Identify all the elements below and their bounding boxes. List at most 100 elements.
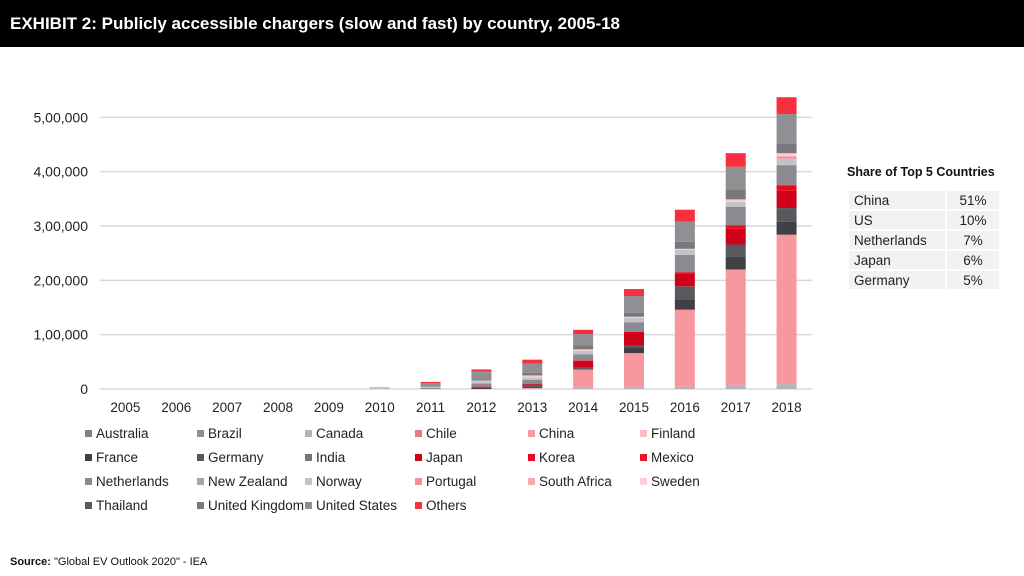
legend-item: France bbox=[85, 450, 138, 465]
bar-segment-others-2013 bbox=[522, 359, 543, 364]
x-tick-label: 2017 bbox=[721, 400, 751, 415]
bar-segment-netherlands-2017 bbox=[725, 206, 746, 226]
bar-segment-france-2013 bbox=[522, 386, 543, 388]
x-tick-label: 2018 bbox=[772, 400, 802, 415]
country-cell: Japan bbox=[847, 249, 947, 271]
table-row: Netherlands 7% bbox=[847, 229, 1001, 251]
bar-segment-japan-2015 bbox=[624, 332, 644, 345]
y-tick-label: 0 bbox=[80, 381, 88, 397]
bar-segment-germany-2012 bbox=[471, 386, 492, 388]
legend-item: Sweden bbox=[640, 474, 700, 489]
bar-segment-netherlands-2016 bbox=[674, 254, 695, 273]
bar-segment-netherlands-2012 bbox=[471, 383, 492, 387]
legend-swatch bbox=[640, 430, 647, 437]
bar-segment-france-2015 bbox=[624, 347, 644, 354]
legend-swatch bbox=[415, 478, 422, 485]
bar-segment-united-kingdom-2016 bbox=[674, 241, 695, 249]
bar-segment-france-2016 bbox=[674, 299, 695, 310]
legend-swatch bbox=[305, 430, 312, 437]
x-tick-label: 2005 bbox=[110, 400, 140, 415]
bar-segment-france-2018 bbox=[776, 221, 797, 235]
bar-segment-korea-2016 bbox=[674, 272, 695, 274]
bar-segment-united-states-2017 bbox=[725, 166, 746, 190]
legend-label: United States bbox=[316, 498, 398, 513]
bar-segment-others-2017 bbox=[725, 153, 746, 167]
legend-swatch bbox=[305, 478, 312, 485]
table-row: Germany 5% bbox=[847, 269, 1001, 291]
bar-segment-norway-2012 bbox=[471, 381, 492, 384]
bar-segment-netherlands-2014 bbox=[573, 354, 594, 361]
bar-segment-japan-2012 bbox=[471, 386, 492, 387]
legend-item: New Zealand bbox=[197, 474, 288, 489]
share-cell: 6% bbox=[945, 249, 1001, 271]
legend-label: Germany bbox=[208, 450, 264, 465]
bar-segment-germany-2013 bbox=[522, 385, 543, 387]
bar-segment-japan-2013 bbox=[522, 384, 543, 386]
bar-segment-united-kingdom-2017 bbox=[725, 189, 746, 200]
x-tick-label: 2016 bbox=[670, 400, 700, 415]
legend-label: South Africa bbox=[539, 474, 612, 489]
bar-segment-japan-2016 bbox=[674, 273, 695, 287]
bar-segment-canada-2013 bbox=[522, 388, 543, 389]
legend-item: Portugal bbox=[415, 474, 476, 489]
legend-swatch bbox=[85, 478, 92, 485]
bar-segment-canada-2015 bbox=[624, 387, 644, 389]
legend-swatch bbox=[528, 430, 535, 437]
x-tick-label: 2007 bbox=[212, 400, 242, 415]
bar-segment-others-2016 bbox=[674, 209, 695, 222]
x-tick-label: 2014 bbox=[568, 400, 599, 415]
bar-segment-sweden-2013 bbox=[522, 375, 543, 378]
bar-segment-united-states-2015 bbox=[624, 296, 644, 313]
legend-swatch bbox=[528, 454, 535, 461]
bar-segment-china-2016 bbox=[674, 309, 695, 387]
legend-item: Chile bbox=[415, 426, 457, 441]
legend-item: Norway bbox=[305, 474, 362, 489]
bar-segment-united-kingdom-2013 bbox=[522, 372, 543, 376]
legend-label: Others bbox=[426, 498, 467, 513]
x-tick-label: 2008 bbox=[263, 400, 293, 415]
legend-item: Netherlands bbox=[85, 474, 169, 489]
bar-segment-norway-2017 bbox=[725, 202, 746, 207]
share-cell: 51% bbox=[945, 189, 1001, 211]
legend-item: Korea bbox=[528, 450, 575, 465]
bar-segment-united-states-2016 bbox=[674, 221, 695, 242]
y-tick-label: 4,00,000 bbox=[34, 164, 89, 180]
legend-item: Germany bbox=[197, 450, 264, 465]
legend-label: Sweden bbox=[651, 474, 700, 489]
bar-segment-netherlands-2015 bbox=[624, 322, 644, 332]
bar-segment-canada-2016 bbox=[674, 386, 695, 389]
legend-item: Canada bbox=[305, 426, 363, 441]
bar-segment-canada-2018 bbox=[776, 384, 797, 389]
bar-segment-united-states-2014 bbox=[573, 334, 594, 346]
share-cell: 10% bbox=[945, 209, 1001, 231]
x-tick-label: 2015 bbox=[619, 400, 649, 415]
legend-label: France bbox=[96, 450, 139, 465]
legend-label: China bbox=[539, 426, 575, 441]
bar-segment-norway-2010 bbox=[369, 387, 390, 389]
bar-segment-sweden-2015 bbox=[624, 316, 644, 318]
legend-swatch bbox=[305, 454, 312, 461]
bar-segment-china-2015 bbox=[624, 353, 644, 388]
x-tick-label: 2013 bbox=[517, 400, 547, 415]
bar-segment-united-states-2012 bbox=[471, 371, 492, 381]
legend-label: Japan bbox=[426, 450, 463, 465]
x-tick-label: 2012 bbox=[466, 400, 496, 415]
y-tick-label: 2,00,000 bbox=[34, 272, 89, 288]
legend-swatch bbox=[640, 454, 647, 461]
legend-item: United States bbox=[305, 498, 397, 513]
bar-segment-korea-2017 bbox=[725, 225, 746, 229]
bar-segment-norway-2014 bbox=[573, 350, 594, 355]
legend-item: Brazil bbox=[197, 426, 242, 441]
bar-segment-united-states-2011 bbox=[420, 383, 441, 387]
bar-segment-netherlands-2018 bbox=[776, 165, 797, 185]
legend-label: Brazil bbox=[208, 426, 242, 441]
bar-segment-mexico-2018 bbox=[776, 184, 797, 186]
legend-item: Thailand bbox=[85, 498, 148, 513]
legend-label: Mexico bbox=[651, 450, 694, 465]
bar-segment-germany-2015 bbox=[624, 344, 644, 348]
legend-label: Canada bbox=[316, 426, 364, 441]
bar-segment-china-2014 bbox=[573, 369, 594, 388]
legend-label: Chile bbox=[426, 426, 457, 441]
legend-item: Australia bbox=[85, 426, 149, 441]
table-row: China 51% bbox=[847, 189, 1001, 211]
